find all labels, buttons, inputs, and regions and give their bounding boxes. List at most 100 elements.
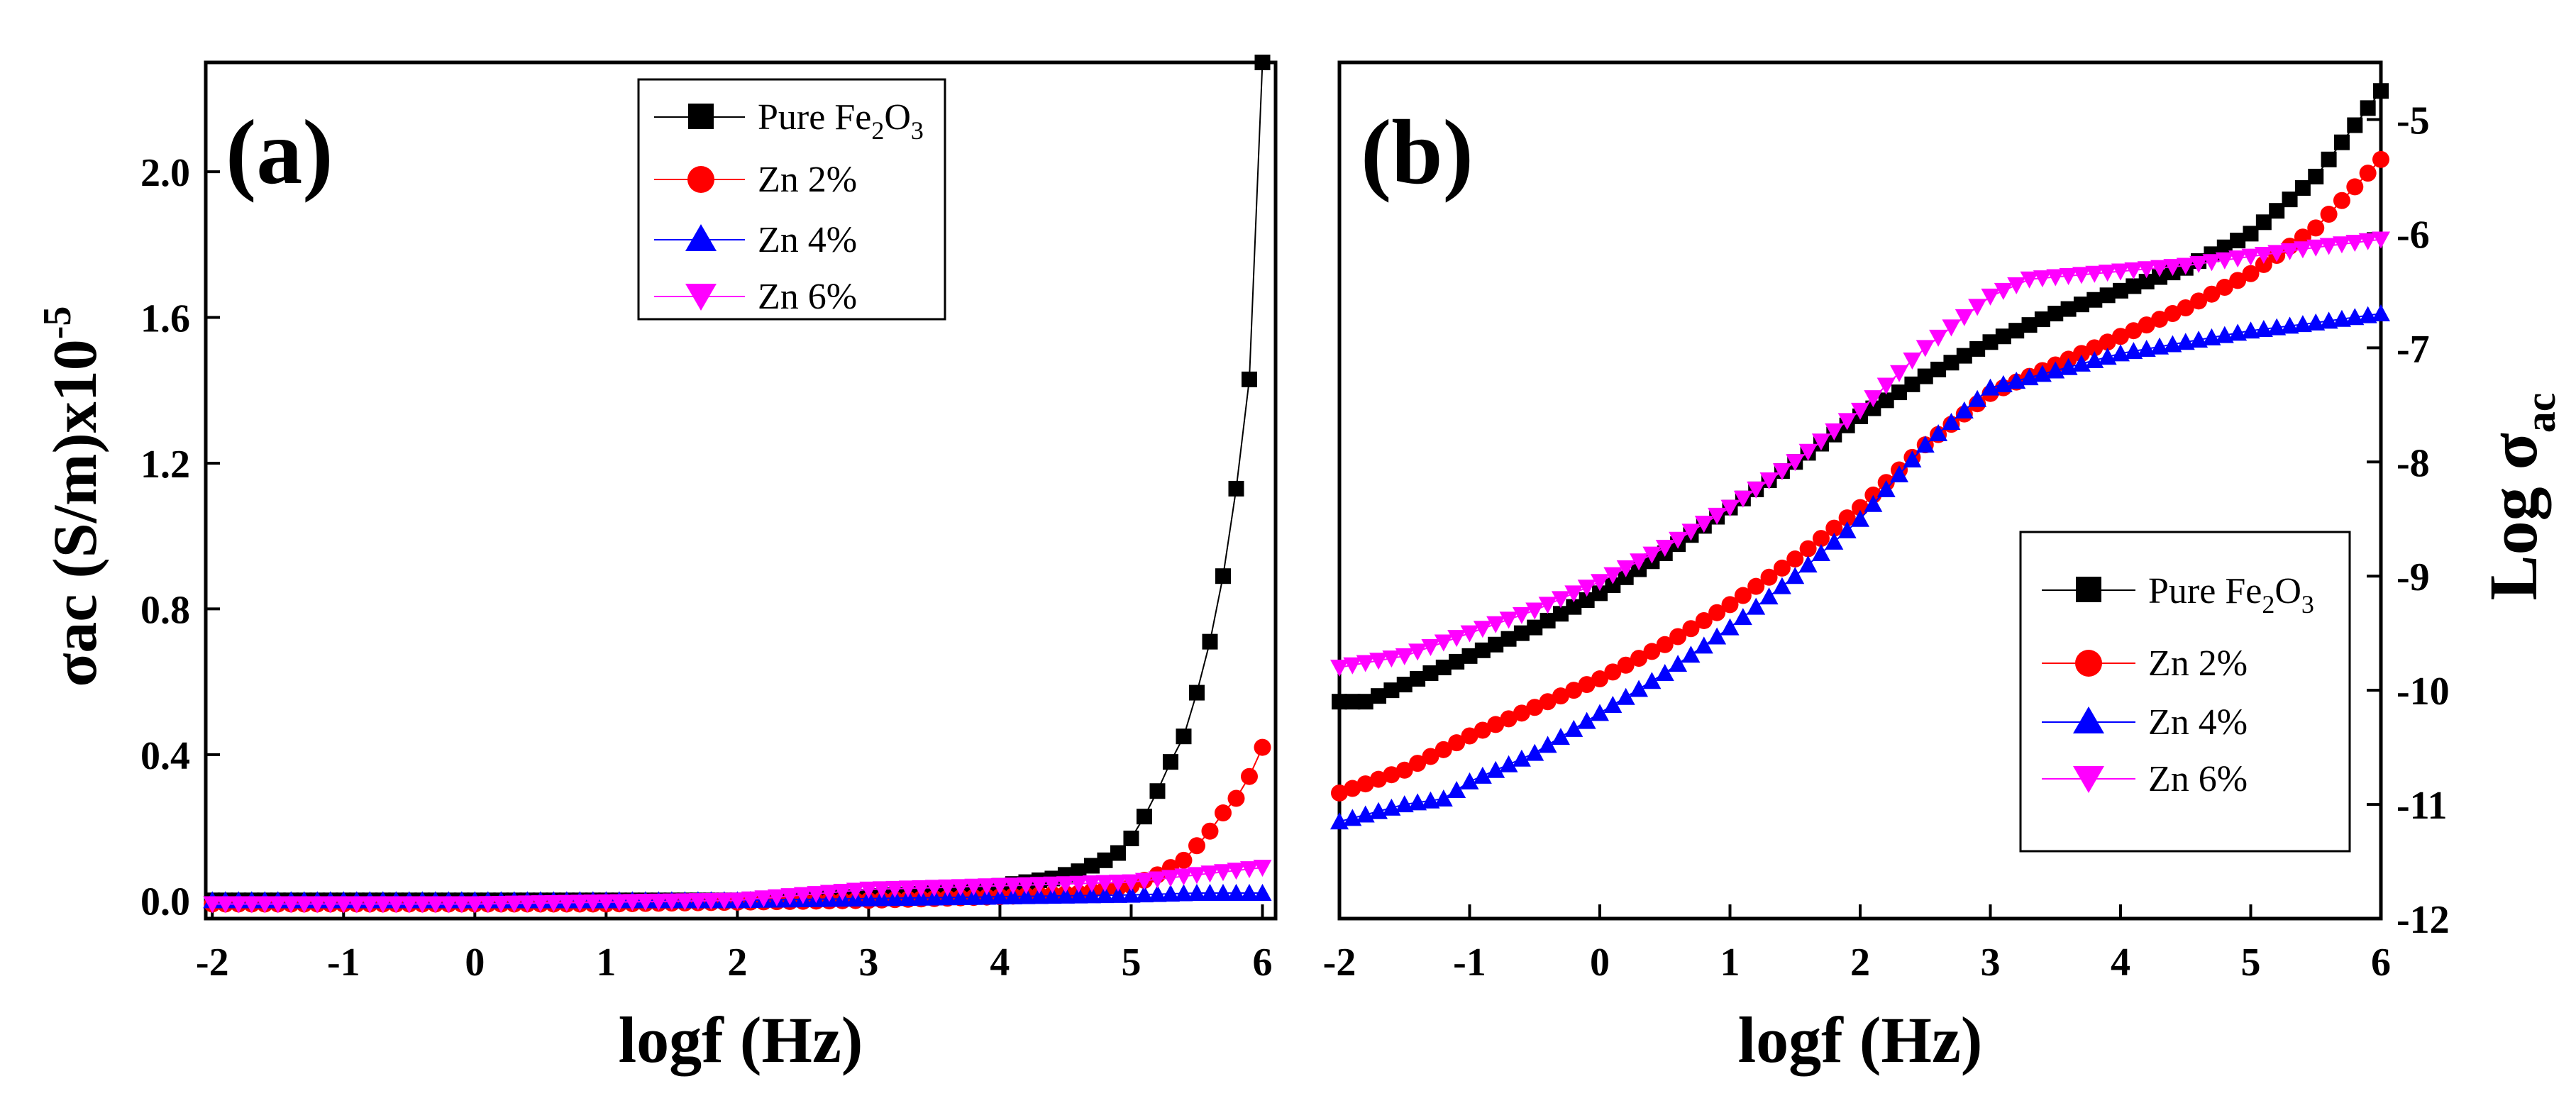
data-point-zn6 [912,880,931,897]
data-point-pure [1176,728,1192,745]
data-point-zn4 [2345,308,2365,326]
data-point-zn2 [2333,192,2350,209]
data-point-pure [1228,480,1244,497]
data-point-zn6 [1069,875,1088,893]
data-point-pure [2255,214,2272,231]
data-point-zn4 [1029,887,1049,904]
legend-b-zn2-marker [2075,650,2102,677]
data-point-zn6 [2293,241,2312,259]
data-point-pure [1332,694,1347,710]
data-point-zn2 [1838,509,1856,527]
data-point-zn2 [2216,279,2233,296]
data-point-zn2 [1474,721,1491,739]
data-point-zn6 [1720,499,1740,517]
x-tick-label: 3 [1981,941,2001,985]
data-point-zn2 [2125,322,2143,340]
data-point-zn6 [1929,329,1948,347]
data-point-zn6 [360,896,380,914]
data-point-zn4 [1095,886,1115,904]
data-point-pure [1539,612,1556,628]
data-point-zn6 [2241,248,2260,266]
data-point-zn4 [2293,315,2312,333]
data-point-pure [1110,845,1126,861]
data-point-zn6 [557,894,576,912]
data-point-zn4 [1694,636,1713,654]
legend-a-zn2-marker [687,166,714,193]
x-tick-label: 5 [2241,941,2261,985]
data-point-zn4 [1825,532,1844,550]
data-point-zn2 [2164,305,2182,323]
data-point-pure [1500,631,1517,647]
data-point-zn6 [399,896,419,914]
data-point-zn6 [1694,516,1713,533]
data-point-pure [2086,292,2103,308]
legend-a-zn6-label: Zn 6% [758,277,857,317]
data-point-zn6 [2085,265,2104,283]
data-point-pure [1917,368,1933,384]
data-point-zn6 [1994,282,2013,300]
data-point-zn4 [1708,627,1727,645]
data-point-zn4 [2189,331,2209,348]
data-point-zn4 [1174,884,1193,902]
x-tick-label: 1 [596,941,616,985]
data-point-zn6 [347,896,366,914]
x-tick-label: 4 [2111,941,2130,985]
data-point-zn2 [1630,650,1648,667]
data-point-zn4 [1043,887,1062,904]
x-tick-label: 6 [2371,941,2391,985]
data-point-zn6 [1564,585,1583,603]
data-point-pure [2099,287,2116,304]
data-point-pure [2008,323,2025,339]
data-point-zn4 [1108,885,1127,903]
legend-b-item-zn2: Zn 2% [2042,643,2248,684]
data-point-zn6 [1434,634,1453,652]
data-point-zn4 [2163,335,2182,353]
data-point-zn2 [1760,568,1778,586]
data-point-zn4 [1890,465,1909,482]
data-point-zn4 [2254,319,2273,337]
data-point-zn6 [2124,262,2143,279]
data-point-pure [1605,577,1621,594]
data-point-zn6 [1486,616,1505,633]
data-point-zn6 [728,892,747,910]
data-point-zn4 [1122,885,1141,903]
data-point-zn6 [583,894,602,912]
data-point-zn6 [1591,574,1609,592]
data-point-zn6 [754,890,773,908]
data-point-zn4 [1811,544,1830,562]
x-tick-label: 1 [1720,941,1740,985]
data-point-zn6 [373,896,392,914]
data-point-zn4 [951,887,970,905]
panel-a-y-label: σac (S/m)x10-5 [35,306,110,687]
data-point-zn6 [1174,868,1193,886]
data-point-zn2 [1656,636,1674,653]
data-point-zn4 [1733,608,1752,626]
y-tick-label: 0.4 [140,734,190,778]
data-point-pure [1071,863,1087,880]
data-point-zn4 [1200,884,1220,902]
legend-a-pure-marker [688,104,714,129]
data-point-pure [1891,384,1908,401]
data-point-zn6 [714,892,734,910]
legend-b-zn6-label: Zn 6% [2148,759,2248,799]
data-point-zn6 [1253,860,1272,877]
data-point-zn6 [439,896,458,914]
panel-b-y-ticks: -12 -11 -10 -9 -8 -7 -6 -5 [2367,99,2450,942]
data-point-zn6 [1187,867,1206,885]
data-point-zn2 [1708,604,1726,621]
data-point-zn6 [1148,871,1167,889]
data-point-zn6 [1876,377,1896,395]
data-point-zn6 [1029,877,1049,894]
data-point-zn4 [1864,494,1883,512]
data-point-zn6 [1538,597,1557,614]
data-point-zn6 [597,894,616,911]
data-point-zn4 [1161,885,1180,902]
data-point-zn4 [1499,755,1518,772]
data-point-zn6 [504,895,524,913]
data-point-zn2 [2346,178,2364,196]
data-point-zn2 [1578,676,1596,694]
data-point-zn2 [1695,611,1713,629]
data-point-zn6 [282,896,301,914]
data-point-pure [1552,606,1569,622]
y-tick-label: -5 [2397,99,2430,143]
